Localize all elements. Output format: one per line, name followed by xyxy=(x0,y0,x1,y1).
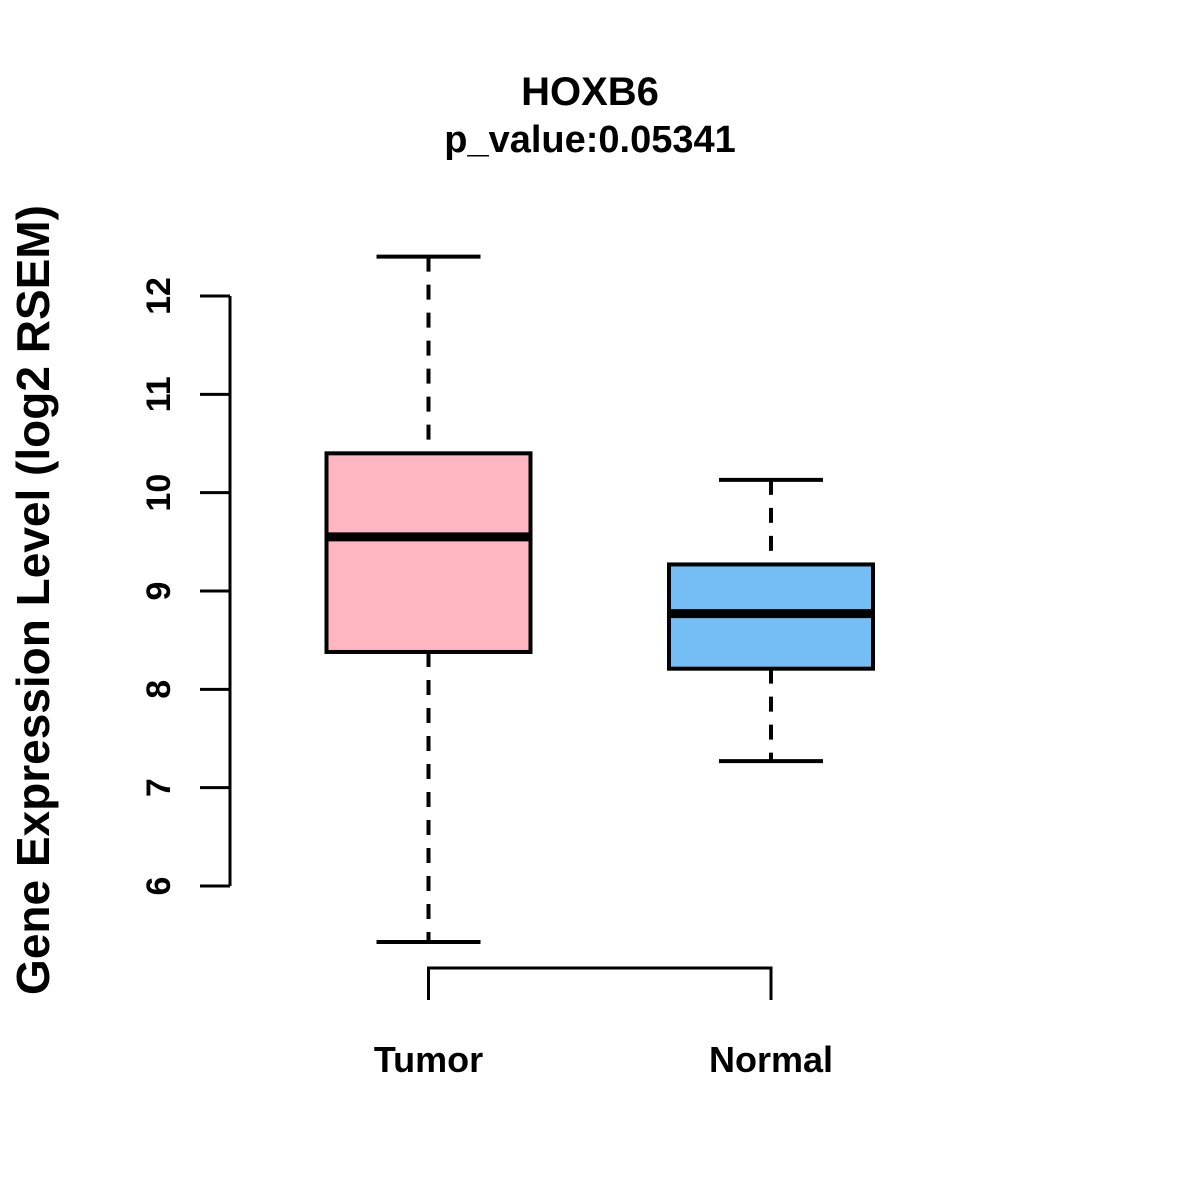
y-tick-label: 6 xyxy=(140,877,178,896)
y-tick-label: 11 xyxy=(140,376,178,412)
chart-title: HOXB6 xyxy=(521,70,659,114)
tumor-category-label: Tumor xyxy=(374,1039,483,1080)
chart-subtitle: p_value:0.05341 xyxy=(444,119,736,161)
y-tick-label: 8 xyxy=(140,680,178,699)
normal-category-label: Normal xyxy=(709,1039,833,1080)
comparison-bracket xyxy=(427,966,773,1000)
y-tick-label: 7 xyxy=(140,778,178,797)
y-tick-label: 9 xyxy=(140,582,178,601)
y-tick-label: 10 xyxy=(140,474,178,512)
y-tick-label: 12 xyxy=(140,277,178,315)
tumor-box xyxy=(324,451,533,654)
